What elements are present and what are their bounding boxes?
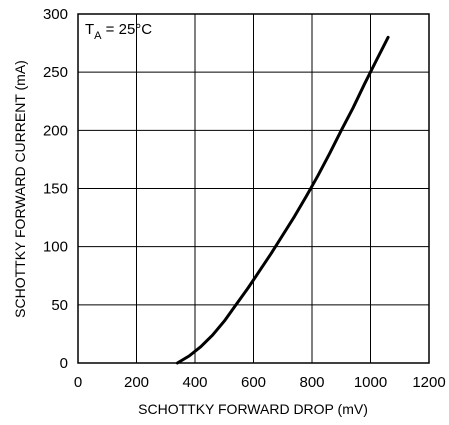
x-tick-label: 0 <box>74 374 82 391</box>
y-tick-label: 200 <box>43 122 68 139</box>
temperature-annotation: TA = 25°C <box>85 21 152 42</box>
x-tick-label: 400 <box>182 374 207 391</box>
x-tick-label: 200 <box>124 374 149 391</box>
annotation-main: T <box>85 21 94 38</box>
x-tick-label: 800 <box>299 374 324 391</box>
annotation-rest: = 25°C <box>102 21 153 38</box>
y-tick-label: 50 <box>51 297 68 314</box>
x-tick-label: 1200 <box>412 374 445 391</box>
y-tick-label: 300 <box>43 6 68 23</box>
y-tick-label: 0 <box>60 355 68 372</box>
series-line-forward-current <box>175 35 390 365</box>
grid <box>78 14 429 363</box>
x-tick-label: 1000 <box>354 374 387 391</box>
annotation-subscript: A <box>94 30 102 42</box>
y-tick-labels: 0 50 100 150 200 250 300 <box>43 6 68 372</box>
y-tick-label: 150 <box>43 181 68 198</box>
y-axis-title: SCHOTTKY FORWARD CURRENT (mA) <box>12 60 28 318</box>
y-tick-label: 250 <box>43 64 68 81</box>
y-tick-label: 100 <box>43 239 68 256</box>
x-tick-labels: 0 200 400 600 800 1000 1200 <box>74 374 446 391</box>
x-tick-label: 600 <box>241 374 266 391</box>
x-axis-title: SCHOTTKY FORWARD DROP (mV) <box>138 401 368 417</box>
plot-frame <box>77 13 430 364</box>
